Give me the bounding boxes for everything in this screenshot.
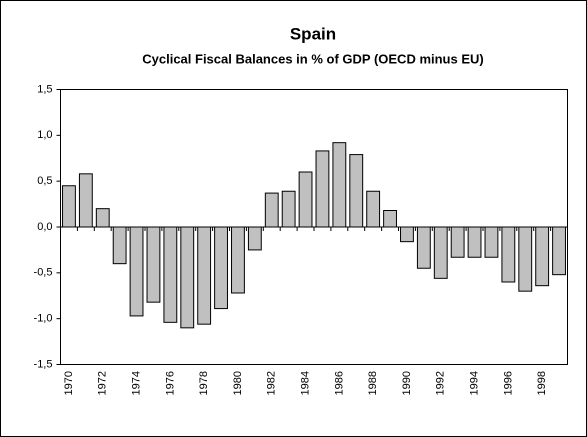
bar: [315, 150, 330, 228]
x-tick-label: 1998: [536, 371, 548, 395]
bar: [349, 154, 364, 228]
bar: [332, 142, 347, 228]
x-tick-label: 1986: [333, 371, 345, 395]
x-tick-label: 1978: [198, 371, 210, 395]
bar: [264, 192, 279, 228]
x-tick-label: 1996: [502, 371, 514, 395]
bar: [112, 226, 127, 265]
x-tick-label: 1970: [63, 371, 75, 395]
y-tick-label: 0,0: [37, 221, 52, 233]
y-tick-label: -0,5: [34, 267, 53, 279]
bar: [214, 226, 228, 310]
bar: [484, 226, 499, 258]
chart-subtitle: Cyclical Fiscal Balances in % of GDP (OE…: [142, 51, 483, 66]
bar: [163, 226, 178, 323]
bar: [95, 208, 110, 228]
bar: [518, 226, 533, 292]
bar: [78, 173, 93, 228]
bar: [129, 226, 144, 317]
y-tick-label: -1,0: [34, 313, 53, 325]
bar: [467, 226, 482, 258]
x-tick-label: 1982: [266, 371, 278, 395]
bar: [535, 226, 550, 287]
y-tick-label: 1,0: [37, 129, 52, 141]
y-tick-label: 1,5: [37, 83, 52, 95]
bar: [366, 190, 381, 228]
bar: [180, 226, 195, 329]
y-tick-label: 0,5: [37, 175, 52, 187]
x-tick-label: 1984: [299, 371, 311, 395]
bar: [501, 226, 516, 283]
x-tick-label: 1976: [164, 371, 176, 395]
bar: [298, 171, 313, 228]
bar: [247, 226, 262, 251]
bar: [433, 226, 448, 279]
x-tick-label: 1990: [401, 371, 413, 395]
bar: [552, 226, 566, 276]
x-tick-label: 1992: [435, 371, 447, 395]
x-tick-label: 1988: [367, 371, 379, 395]
bar: [400, 226, 414, 243]
bar: [197, 226, 212, 325]
chart-title: Spain: [290, 24, 336, 43]
bar: [62, 185, 76, 228]
bar: [231, 226, 245, 294]
x-tick-label: 1974: [130, 371, 142, 395]
x-tick-label: 1980: [232, 371, 244, 395]
bar: [146, 226, 161, 303]
x-tick-label: 1972: [97, 371, 109, 395]
bar: [383, 210, 397, 228]
y-tick-label: -1,5: [34, 358, 53, 370]
x-tick-label: 1994: [468, 371, 480, 395]
bar: [450, 226, 465, 258]
bar: [416, 226, 431, 269]
bar: [281, 190, 296, 228]
